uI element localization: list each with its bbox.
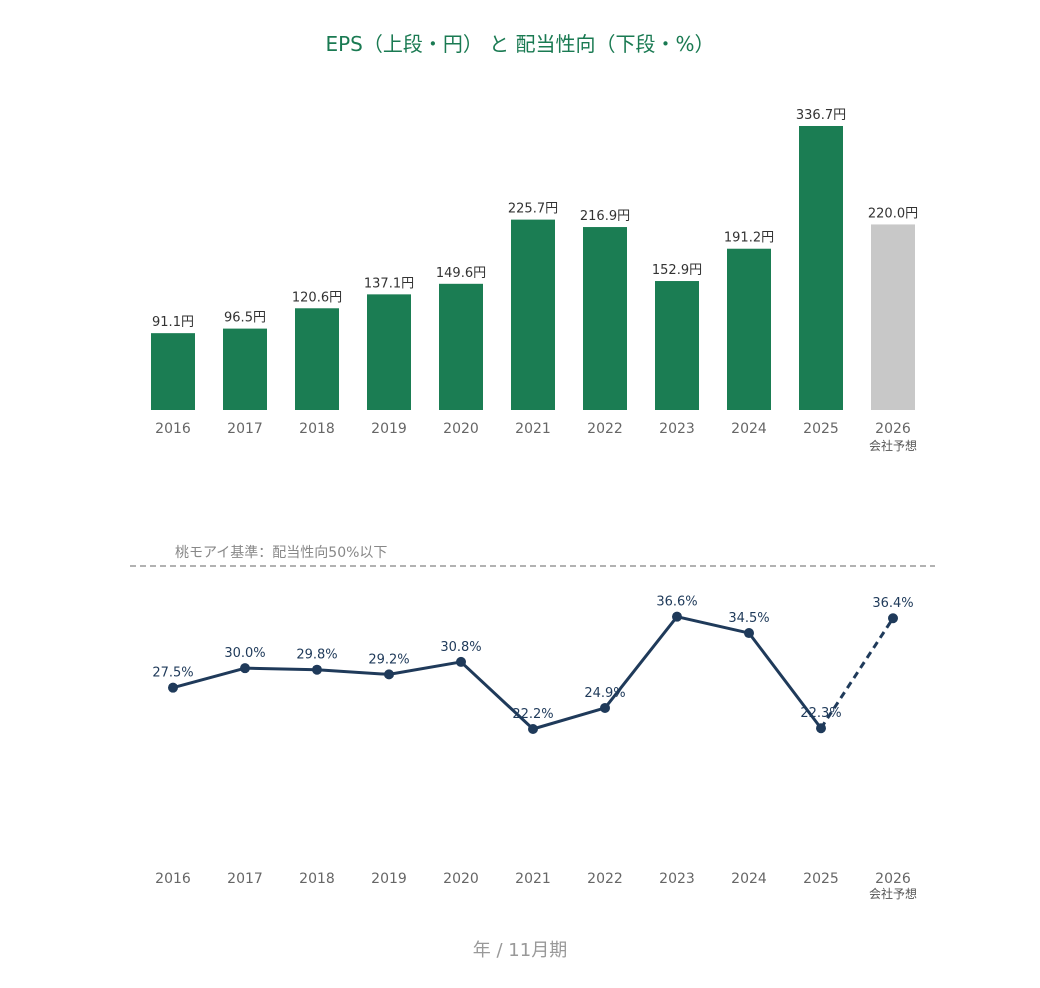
- payout-value-label: 36.6%: [656, 595, 697, 610]
- payout-forecast-line: [819, 617, 895, 730]
- payout-value-label: 27.5%: [152, 666, 193, 681]
- payout-point: [744, 628, 754, 639]
- payout-value-label: 30.8%: [440, 640, 481, 655]
- eps-value-label: 225.7円: [508, 202, 558, 217]
- payout-year-tick: 2024: [731, 871, 767, 887]
- payout-point: [888, 613, 898, 624]
- payout-year-tick: 2025: [803, 871, 839, 887]
- eps-value-label: 220.0円: [868, 206, 918, 221]
- eps-year-tick: 2018: [299, 421, 335, 437]
- payout-value-label: 34.5%: [728, 611, 769, 626]
- payout-value-label: 22.3%: [800, 706, 841, 721]
- eps-value-label: 91.1円: [152, 315, 194, 330]
- payout-point: [384, 669, 394, 680]
- payout-value-label: 29.2%: [368, 652, 409, 667]
- eps-value-label: 96.5円: [224, 311, 266, 326]
- payout-year-tick: 2020: [443, 871, 479, 887]
- payout-reference-label: 桃モアイ基準：配当性向50%以下: [175, 544, 387, 561]
- eps-value-label: 120.6円: [292, 290, 342, 305]
- eps-bar: [583, 227, 627, 410]
- eps-year-tick: 2016: [155, 421, 191, 437]
- payout-year-tick: 2026: [875, 871, 911, 887]
- payout-value-label: 24.9%: [584, 686, 625, 701]
- payout-point: [240, 663, 250, 674]
- chart-title: EPS（上段・円） と 配当性向（下段・%）: [325, 32, 715, 56]
- eps-bar-panel: 91.1円 2016 96.5円 2017 120.6円 2018 137.1円 2019 14…: [151, 108, 918, 453]
- payout-point: [816, 723, 826, 734]
- payout-series-line: [172, 615, 823, 731]
- payout-forecast-sublabel: 会社予想: [869, 886, 917, 901]
- payout-point: [456, 656, 466, 667]
- eps-value-label: 191.2円: [724, 231, 774, 246]
- eps-bar: [511, 219, 555, 410]
- eps-bar: [655, 281, 699, 410]
- eps-year-tick: 2025: [803, 421, 839, 437]
- eps-bar: [151, 333, 195, 410]
- payout-point: [600, 702, 610, 713]
- payout-year-tick: 2018: [299, 871, 335, 887]
- payout-point: [528, 724, 538, 734]
- eps-year-tick: 2020: [443, 421, 479, 437]
- payout-year-tick: 2022: [587, 871, 623, 887]
- x-axis-unit-label: 年 / 11月期: [472, 940, 568, 961]
- eps-bar: [367, 294, 411, 410]
- eps-bar-forecast: [871, 224, 915, 410]
- payout-point: [672, 611, 682, 622]
- eps-year-tick: 2019: [371, 421, 407, 437]
- payout-year-tick: 2017: [227, 871, 263, 887]
- eps-forecast-sublabel: 会社予想: [869, 438, 917, 453]
- payout-line-panel: 桃モアイ基準：配当性向50%以下 27.5% 2016 30.0% 2017 29.8% 2…: [130, 544, 935, 901]
- eps-bar: [439, 283, 483, 410]
- eps-bar: [727, 248, 771, 410]
- payout-year-tick: 2019: [371, 871, 407, 887]
- payout-year-tick: 2016: [155, 871, 191, 887]
- eps-value-label: 152.9円: [652, 263, 702, 278]
- payout-point: [168, 682, 178, 693]
- eps-value-label: 336.7円: [796, 108, 846, 123]
- eps-value-label: 216.9円: [580, 209, 630, 224]
- eps-year-tick: 2022: [587, 421, 623, 437]
- payout-value-label: 30.0%: [224, 646, 265, 661]
- eps-year-tick: 2021: [515, 421, 551, 437]
- payout-value-label: 22.2%: [512, 707, 553, 722]
- eps-year-tick: 2017: [227, 421, 263, 437]
- payout-value-label: 36.4%: [872, 596, 913, 611]
- eps-bar: [799, 125, 843, 410]
- eps-value-label: 137.1円: [364, 276, 414, 291]
- payout-year-tick: 2021: [515, 871, 551, 887]
- payout-value-label: 29.8%: [296, 648, 337, 663]
- eps-value-label: 149.6円: [436, 266, 486, 281]
- eps-bar: [295, 308, 339, 410]
- payout-year-tick: 2023: [659, 871, 695, 887]
- eps-year-tick: 2026: [875, 421, 911, 437]
- eps-year-tick: 2024: [731, 421, 767, 437]
- payout-point: [312, 664, 322, 675]
- eps-year-tick: 2023: [659, 421, 695, 437]
- eps-bar: [223, 328, 267, 410]
